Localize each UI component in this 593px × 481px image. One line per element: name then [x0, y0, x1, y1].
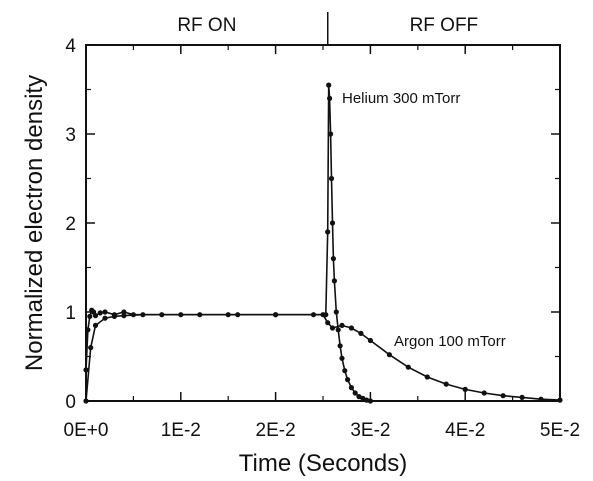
data-point-helium-300-mtorr [328, 131, 334, 137]
data-point-argon-100-mtorr [424, 374, 430, 380]
series-line-argon-100-mtorr [85, 313, 561, 402]
x-tick-labels: 0E+0 1E-2 2E-2 3E-2 4E-2 5E-2 [64, 420, 581, 441]
data-point-argon-100-mtorr [405, 364, 411, 370]
data-point-argon-100-mtorr [92, 322, 99, 328]
data-point-argon-100-mtorr [140, 312, 146, 318]
y-tick-label: 2 [65, 214, 76, 235]
data-point-argon-100-mtorr [225, 312, 231, 318]
y-tick-label: 3 [65, 125, 76, 146]
data-point-helium-300-mtorr [339, 355, 345, 361]
annotation-argon: Argon 100 mTorr [394, 333, 506, 350]
data-point-helium-300-mtorr [342, 368, 348, 374]
data-point-helium-300-mtorr [92, 313, 99, 319]
data-point-argon-100-mtorr [500, 393, 506, 399]
data-point-helium-300-mtorr [329, 220, 336, 226]
data-point-helium-300-mtorr [335, 327, 341, 333]
data-point-argon-100-mtorr [320, 312, 326, 318]
data-point-helium-300-mtorr [345, 377, 351, 383]
data-point-helium-300-mtorr [367, 398, 373, 404]
data-point-argon-100-mtorr [358, 330, 364, 336]
data-point-helium-300-mtorr [326, 82, 332, 88]
y-tick-label: 1 [65, 303, 76, 324]
data-point-argon-100-mtorr [443, 381, 449, 387]
data-point-argon-100-mtorr [519, 394, 525, 400]
series-helium-300-mtorr [83, 82, 373, 404]
region-label-rf-off: RF OFF [410, 15, 479, 36]
y-axis-title: Normalized electron density [21, 75, 48, 371]
data-point-helium-300-mtorr [328, 175, 335, 182]
data-point-helium-300-mtorr [325, 229, 331, 235]
x-tick-label: 4E-2 [445, 420, 485, 441]
data-point-helium-300-mtorr [330, 256, 336, 262]
data-point-argon-100-mtorr [481, 390, 487, 396]
data-point-argon-100-mtorr [111, 313, 117, 319]
data-point-helium-300-mtorr [85, 327, 91, 333]
data-point-argon-100-mtorr [367, 337, 373, 344]
data-point-helium-300-mtorr [102, 309, 108, 315]
series-line-helium-300-mtorr [85, 85, 371, 402]
data-point-helium-300-mtorr [337, 343, 343, 349]
x-tick-label: 3E-2 [350, 420, 390, 441]
data-point-argon-100-mtorr [538, 396, 544, 402]
series-argon-100-mtorr [83, 312, 563, 404]
data-point-argon-100-mtorr [102, 315, 108, 321]
data-point-helium-300-mtorr [83, 367, 89, 373]
data-point-argon-100-mtorr [325, 320, 331, 326]
series-layer [83, 82, 563, 404]
data-point-helium-300-mtorr [87, 313, 93, 319]
x-tick-label: 2E-2 [256, 420, 296, 441]
data-point-argon-100-mtorr [386, 352, 392, 358]
data-point-argon-100-mtorr [83, 398, 89, 404]
data-point-argon-100-mtorr [329, 325, 336, 331]
data-point-argon-100-mtorr [178, 312, 184, 318]
data-point-argon-100-mtorr [121, 313, 127, 319]
data-point-helium-300-mtorr [327, 95, 333, 101]
annotation-helium: Helium 300 mTorr [342, 90, 460, 107]
data-point-argon-100-mtorr [88, 345, 94, 351]
data-point-helium-300-mtorr [331, 278, 337, 284]
data-point-argon-100-mtorr [273, 312, 279, 318]
region-label-rf-on: RF ON [177, 15, 236, 36]
x-tick-label: 1E-2 [161, 420, 201, 441]
y-tick-label: 4 [65, 36, 76, 57]
data-point-argon-100-mtorr [339, 322, 345, 328]
data-point-helium-300-mtorr [121, 309, 127, 315]
y-tick-label: 0 [65, 392, 76, 413]
data-point-argon-100-mtorr [462, 386, 468, 392]
data-point-helium-300-mtorr [352, 390, 358, 396]
data-point-helium-300-mtorr [333, 309, 339, 315]
y-tick-labels: 0 1 2 3 4 [65, 36, 76, 413]
data-point-helium-300-mtorr [348, 385, 354, 391]
x-tick-label: 0E+0 [64, 420, 109, 441]
x-axis-title: Time (Seconds) [239, 450, 408, 477]
data-point-helium-300-mtorr [97, 310, 103, 316]
x-tick-label: 5E-2 [540, 420, 580, 441]
data-point-argon-100-mtorr [348, 325, 354, 331]
data-point-argon-100-mtorr [557, 397, 563, 403]
